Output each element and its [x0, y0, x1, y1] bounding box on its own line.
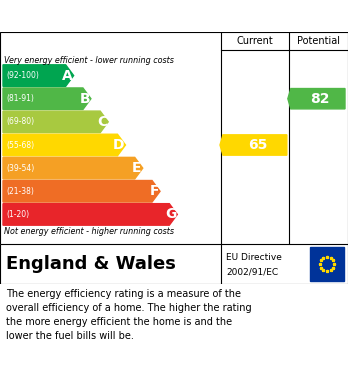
Polygon shape [3, 111, 108, 133]
Text: (69-80): (69-80) [6, 117, 34, 126]
Text: E: E [132, 161, 142, 175]
Polygon shape [3, 65, 74, 86]
Text: (92-100): (92-100) [6, 71, 39, 80]
Text: C: C [97, 115, 107, 129]
Bar [310, 247, 344, 281]
Polygon shape [288, 88, 345, 109]
Text: Current: Current [237, 36, 273, 46]
Text: (39-54): (39-54) [6, 164, 34, 173]
Text: A: A [62, 68, 73, 83]
Text: Potential: Potential [297, 36, 340, 46]
Polygon shape [3, 157, 143, 179]
Text: England & Wales: England & Wales [6, 255, 176, 273]
Text: 2002/91/EC: 2002/91/EC [226, 267, 278, 276]
Text: (55-68): (55-68) [6, 140, 34, 149]
Text: (1-20): (1-20) [6, 210, 29, 219]
Text: Not energy efficient - higher running costs: Not energy efficient - higher running co… [4, 228, 174, 237]
Polygon shape [3, 204, 177, 225]
Text: G: G [165, 208, 176, 221]
Text: Energy Efficiency Rating: Energy Efficiency Rating [9, 9, 230, 23]
Text: (21-38): (21-38) [6, 187, 34, 196]
Text: 65: 65 [248, 138, 268, 152]
Text: EU Directive: EU Directive [226, 253, 282, 262]
Text: B: B [79, 92, 90, 106]
Text: Very energy efficient - lower running costs: Very energy efficient - lower running co… [4, 56, 174, 65]
Polygon shape [220, 135, 287, 155]
Polygon shape [3, 88, 91, 109]
Polygon shape [3, 134, 126, 156]
Text: F: F [150, 184, 159, 198]
Text: The energy efficiency rating is a measure of the
overall efficiency of a home. T: The energy efficiency rating is a measur… [6, 289, 252, 341]
Text: (81-91): (81-91) [6, 94, 34, 103]
Polygon shape [3, 181, 160, 202]
Text: 82: 82 [310, 92, 329, 106]
Text: D: D [113, 138, 125, 152]
